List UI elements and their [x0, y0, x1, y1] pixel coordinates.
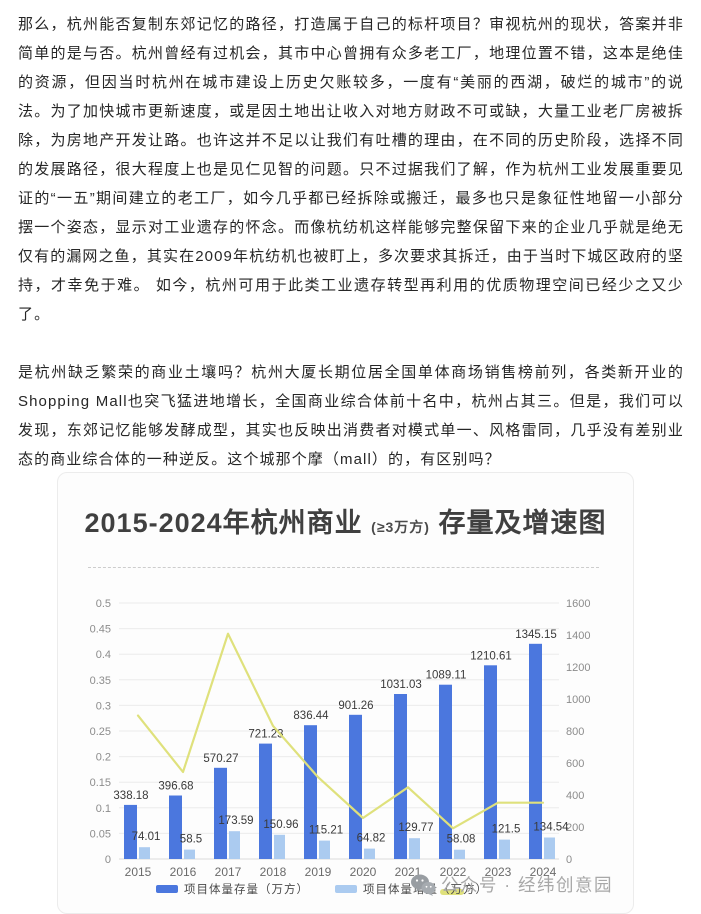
svg-text:0: 0 — [105, 854, 111, 866]
svg-text:2017: 2017 — [215, 865, 242, 879]
svg-text:1400: 1400 — [566, 630, 590, 642]
legend-swatch-stock — [156, 885, 178, 893]
svg-text:2020: 2020 — [350, 865, 377, 879]
title-divider — [88, 567, 599, 568]
legend-swatch-increment — [335, 885, 357, 893]
svg-text:2024: 2024 — [530, 865, 557, 879]
chart-card: 2015-2024年杭州商业 (≥3万方) 存量及增速图 0 0.05 0.1 0.1… — [57, 472, 634, 914]
svg-text:1000: 1000 — [566, 694, 590, 706]
svg-text:0.25: 0.25 — [90, 726, 111, 738]
svg-text:0.5: 0.5 — [96, 598, 111, 610]
svg-text:400: 400 — [566, 790, 584, 802]
paragraph-2: 是杭州缺乏繁荣的商业土壤吗？杭州大厦长期位居全国单体商场销售榜前列，各类新开业的… — [18, 364, 684, 468]
svg-text:2022: 2022 — [440, 865, 467, 879]
legend-item-stock: 项目体量存量（万方） — [156, 881, 309, 897]
svg-text:1200: 1200 — [566, 662, 590, 674]
watermark: 公众号 · 经纬创意园 — [410, 872, 613, 897]
legend-label-stock: 项目体量存量（万方） — [184, 884, 309, 896]
svg-text:901.26: 901.26 — [338, 700, 373, 712]
svg-text:134.54: 134.54 — [533, 822, 569, 834]
watermark-text: 公众号 · 经纬创意园 — [440, 875, 613, 895]
svg-text:0.05: 0.05 — [90, 828, 111, 840]
svg-text:0.1: 0.1 — [96, 803, 111, 815]
article-body: 那么，杭州能否复制东郊记忆的路径，打造属于自己的标杆项目？审视杭州的现状，答案并… — [18, 10, 684, 503]
svg-text:800: 800 — [566, 726, 584, 738]
svg-text:74.01: 74.01 — [132, 831, 161, 843]
svg-text:150.96: 150.96 — [263, 819, 298, 831]
svg-text:0.45: 0.45 — [90, 624, 111, 636]
svg-text:173.59: 173.59 — [218, 815, 253, 827]
svg-text:570.27: 570.27 — [203, 753, 238, 765]
svg-text:836.44: 836.44 — [293, 710, 329, 722]
svg-text:2018: 2018 — [260, 865, 287, 879]
svg-text:129.77: 129.77 — [398, 822, 433, 834]
svg-text:1345.15: 1345.15 — [515, 629, 557, 641]
svg-text:0.2: 0.2 — [96, 752, 111, 764]
svg-text:0: 0 — [566, 854, 572, 866]
paragraph-1: 那么，杭州能否复制东郊记忆的路径，打造属于自己的标杆项目？审视杭州的现状，答案并… — [18, 16, 684, 323]
chart-title-suffix: 存量及增速图 — [438, 508, 607, 538]
svg-text:2023: 2023 — [485, 865, 512, 879]
svg-text:58.08: 58.08 — [447, 834, 476, 846]
svg-text:64.82: 64.82 — [357, 833, 386, 845]
svg-text:58.5: 58.5 — [180, 834, 202, 846]
chart-title: 2015-2024年杭州商业 (≥3万方) 存量及增速图 — [58, 473, 633, 540]
svg-text:2019: 2019 — [305, 865, 332, 879]
svg-text:338.18: 338.18 — [113, 790, 148, 802]
svg-text:200: 200 — [566, 822, 584, 834]
svg-text:0.4: 0.4 — [96, 649, 111, 661]
svg-text:0.15: 0.15 — [90, 777, 111, 789]
svg-text:0.35: 0.35 — [90, 675, 111, 687]
svg-text:1089.11: 1089.11 — [426, 670, 467, 682]
svg-text:2016: 2016 — [170, 865, 197, 879]
svg-text:721.23: 721.23 — [248, 729, 283, 741]
svg-text:115.21: 115.21 — [309, 825, 343, 837]
svg-text:2015: 2015 — [125, 865, 152, 879]
bar-line-chart: 0 0.05 0.1 0.15 0.2 0.25 0.3 0.35 0.4 0.45 0.5 0 200… — [90, 598, 591, 879]
chart-title-qualifier: (≥3万方) — [371, 519, 430, 535]
wechat-icon — [410, 874, 436, 896]
svg-text:1600: 1600 — [566, 598, 590, 610]
chart-title-prefix: 2015-2024年杭州商业 — [84, 508, 363, 538]
svg-text:121.5: 121.5 — [492, 824, 521, 836]
growth-line-legend-swatch — [440, 889, 464, 895]
svg-text:1031.03: 1031.03 — [380, 679, 422, 691]
svg-text:396.68: 396.68 — [158, 781, 193, 793]
svg-text:0.3: 0.3 — [96, 700, 111, 712]
svg-text:1210.61: 1210.61 — [470, 650, 512, 662]
svg-text:600: 600 — [566, 758, 584, 770]
